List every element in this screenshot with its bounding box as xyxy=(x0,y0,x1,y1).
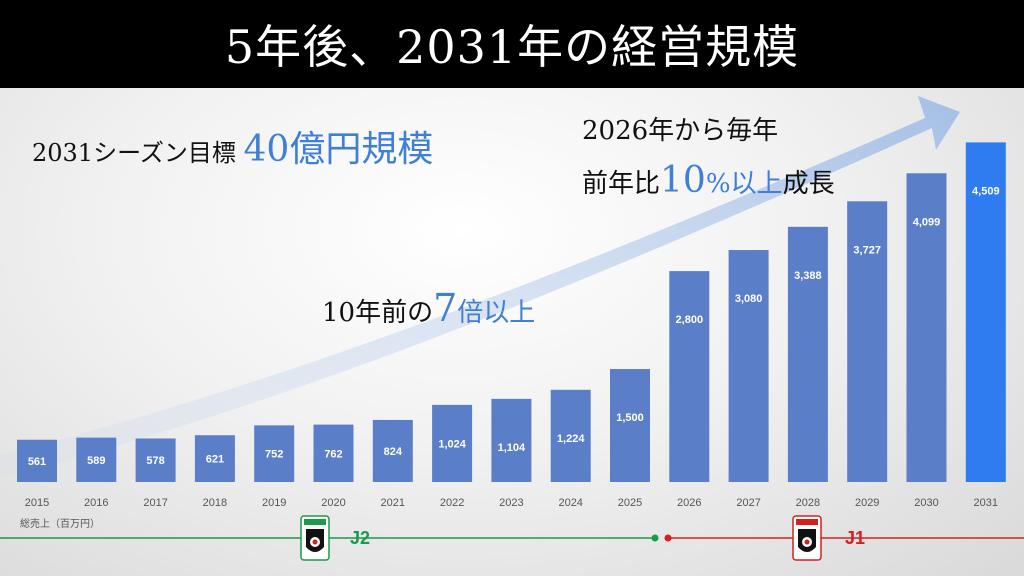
j-league-emblem-j1 xyxy=(792,515,822,561)
bar-value-label-2028: 3,388 xyxy=(794,270,822,282)
j-league-emblem-j2 xyxy=(300,515,330,561)
x-tick-label-2026: 2026 xyxy=(677,497,701,509)
j2-segment-end-dot xyxy=(651,534,659,542)
bar-2019 xyxy=(254,425,295,482)
bars-layer: 561 2015 589 2016 578 2017 621 2018 752 2019 762 20… xyxy=(17,142,1006,509)
bar-2015 xyxy=(17,439,57,482)
target-value: 40億円規模 xyxy=(243,129,434,170)
bar-2017 xyxy=(135,438,176,482)
bar-2021 xyxy=(372,419,413,482)
x-tick-label-2028: 2028 xyxy=(796,497,820,509)
x-tick-label-2019: 2019 xyxy=(262,497,286,509)
x-tick-label-2017: 2017 xyxy=(143,497,167,509)
bar-value-label-2019: 752 xyxy=(265,449,283,461)
growth-pct: % xyxy=(705,169,731,199)
league-label-j1: J1 xyxy=(845,528,866,548)
bar-value-label-2030: 4,099 xyxy=(913,216,941,228)
x-tick-label-2015: 2015 xyxy=(25,497,49,509)
growth-value: 10 xyxy=(660,160,706,201)
growth-suffix: 成長 xyxy=(782,169,835,199)
x-tick-label-2022: 2022 xyxy=(440,497,464,509)
bar-2020 xyxy=(313,424,354,482)
bar-2031 xyxy=(965,142,1006,482)
x-tick-label-2025: 2025 xyxy=(618,497,642,509)
target-prefix: 2031シーズン目標 xyxy=(32,139,236,167)
bar-2028 xyxy=(787,226,828,482)
x-tick-label-2016: 2016 xyxy=(84,497,108,509)
ten-year-comparison: 10年前の7倍以上 xyxy=(322,286,535,330)
x-tick-label-2021: 2021 xyxy=(381,497,405,509)
bar-2029 xyxy=(847,201,888,483)
bar-value-label-2024: 1,224 xyxy=(557,433,585,445)
bar-2018 xyxy=(194,435,235,482)
bar-value-label-2022: 1,024 xyxy=(438,438,466,450)
bar-value-label-2018: 621 xyxy=(206,454,224,466)
bar-value-label-2021: 824 xyxy=(384,446,403,458)
bar-2016 xyxy=(76,437,117,482)
bar-value-label-2029: 3,727 xyxy=(853,244,881,256)
bar-2030 xyxy=(906,173,947,482)
x-tick-label-2031: 2031 xyxy=(974,497,998,509)
times-suffix: 倍以上 xyxy=(457,298,536,328)
bar-value-label-2027: 3,080 xyxy=(735,293,763,305)
y-unit-label: 総売上（百万円） xyxy=(20,519,100,530)
bar-value-label-2026: 2,800 xyxy=(676,314,704,326)
bar-value-label-2016: 589 xyxy=(87,455,105,467)
growth-mid: 以上 xyxy=(730,169,783,199)
bar-value-label-2031: 4,509 xyxy=(972,185,1000,197)
times-value: 7 xyxy=(433,286,458,330)
x-tick-label-2029: 2029 xyxy=(855,497,879,509)
bar-2026 xyxy=(669,271,710,482)
bar-2023 xyxy=(491,398,532,482)
x-tick-label-2023: 2023 xyxy=(499,497,523,509)
growth-note-line2: 前年比10%以上成長 xyxy=(582,160,835,201)
times-prefix: 10年前の xyxy=(322,298,434,328)
x-tick-label-2020: 2020 xyxy=(321,497,345,509)
x-tick-label-2030: 2030 xyxy=(914,497,938,509)
x-tick-label-2018: 2018 xyxy=(203,497,227,509)
bar-value-label-2020: 762 xyxy=(324,448,342,460)
bar-2024 xyxy=(550,389,591,482)
bar-value-label-2015: 561 xyxy=(28,456,46,468)
growth-prefix: 前年比 xyxy=(582,169,661,199)
bar-2022 xyxy=(432,404,473,482)
page-title: 5年後、2031年の経営規模 xyxy=(0,0,1024,88)
bar-2027 xyxy=(728,250,769,482)
x-tick-label-2024: 2024 xyxy=(558,497,582,509)
league-label-j2: J2 xyxy=(350,528,371,548)
bar-2025 xyxy=(610,369,650,482)
target-headline: 2031シーズン目標 40億円規模 xyxy=(32,120,433,172)
x-tick-label-2027: 2027 xyxy=(736,497,760,509)
bar-value-label-2017: 578 xyxy=(146,455,164,467)
bar-value-label-2023: 1,104 xyxy=(498,442,526,454)
bar-value-label-2025: 1,500 xyxy=(616,412,644,424)
growth-note-line1: 2026年から毎年 xyxy=(582,116,779,146)
